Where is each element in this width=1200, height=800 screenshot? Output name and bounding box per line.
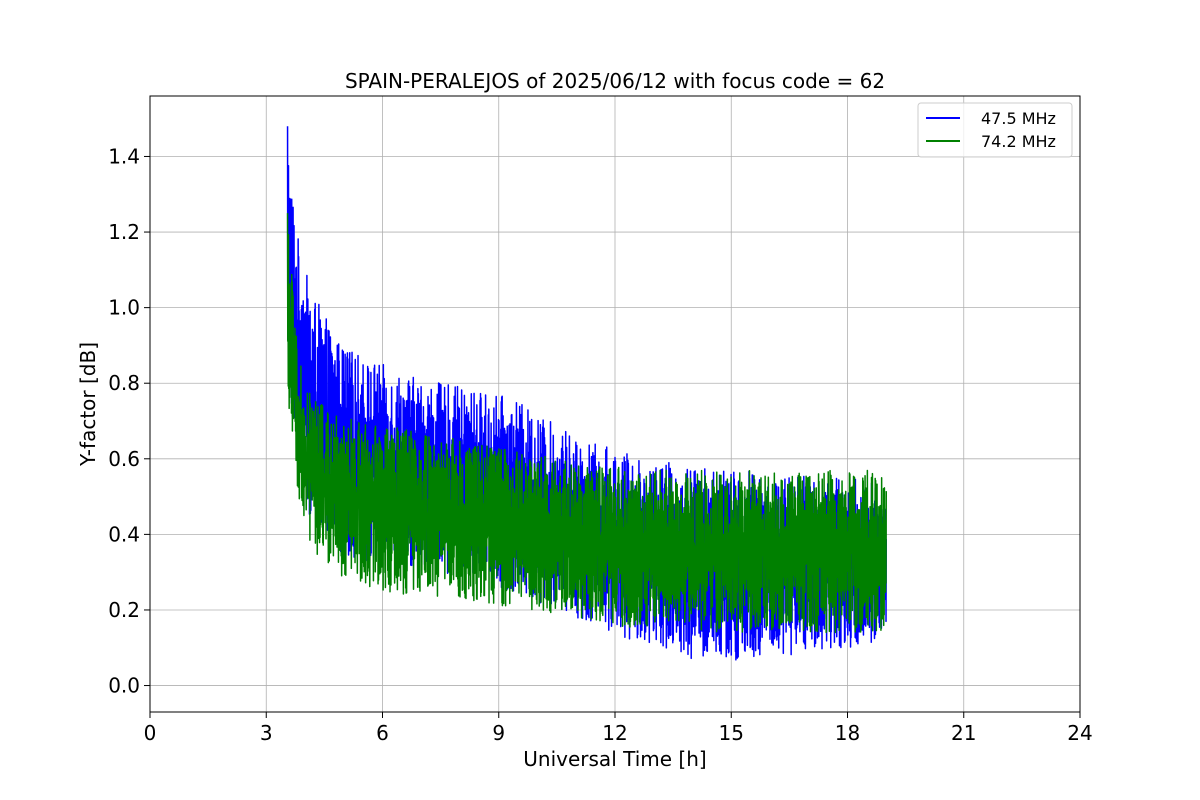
legend-label-74-2: 74.2 MHz	[981, 132, 1056, 151]
legend-box	[917, 102, 1073, 158]
x-tick-label: 24	[1067, 721, 1092, 745]
y-tick-label: 1.2	[108, 220, 140, 244]
x-tick-label: 9	[492, 721, 505, 745]
x-axis-label: Universal Time [h]	[523, 747, 706, 771]
y-tick-label: 0.6	[108, 447, 140, 471]
x-tick-label: 3	[260, 721, 273, 745]
series-line-1	[286, 213, 887, 634]
legend: 47.5 MHz 74.2 MHz	[917, 102, 1073, 158]
ticks: 0 3 6 9 12 15 18 21 24 0.0 0.2 0.4 0.6 0.8 1.0 1.2 1.4	[108, 144, 1093, 745]
chart-title: SPAIN-PERALEJOS of 2025/06/12 with focus…	[345, 69, 885, 93]
legend-label-47-5: 47.5 MHz	[981, 109, 1056, 128]
y-tick-label: 1.0	[108, 296, 140, 320]
x-tick-label: 15	[719, 721, 744, 745]
x-tick-label: 12	[602, 721, 627, 745]
y-tick-label: 0.0	[108, 674, 140, 698]
series-layer	[286, 126, 887, 661]
y-axis-label: Y-factor [dB]	[76, 342, 100, 467]
x-tick-label: 18	[835, 721, 860, 745]
x-tick-label: 6	[376, 721, 389, 745]
y-tick-label: 1.4	[108, 144, 140, 168]
y-tick-label: 0.4	[108, 522, 140, 546]
y-tick-label: 0.8	[108, 371, 140, 395]
x-tick-label: 21	[951, 721, 976, 745]
y-tick-label: 0.2	[108, 598, 140, 622]
x-tick-label: 0	[144, 721, 157, 745]
